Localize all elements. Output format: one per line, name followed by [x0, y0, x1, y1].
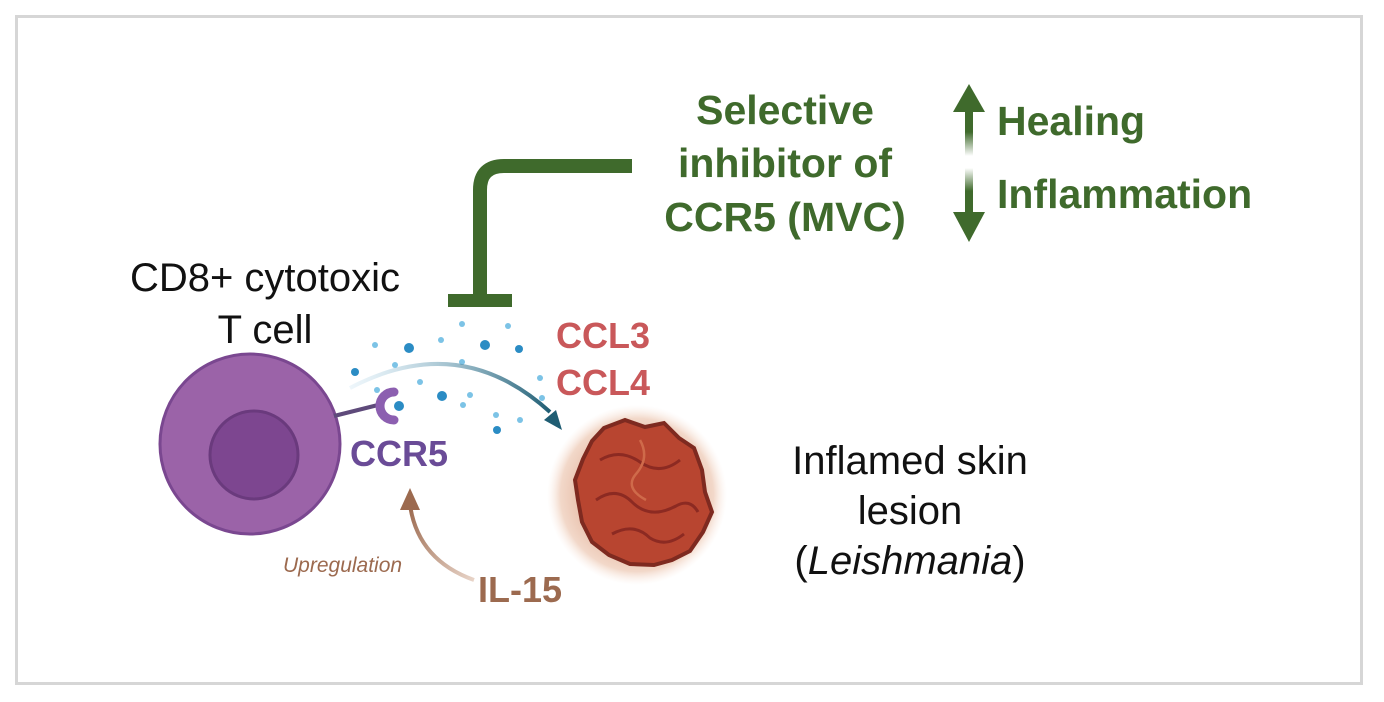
inhibitor-label-line3: CCR5 (MVC) [664, 193, 906, 240]
ccl4-label: CCL4 [556, 361, 651, 403]
t-cell-nucleus [208, 409, 300, 501]
lesion-label-line3: (Leishmania) [730, 536, 1090, 586]
lesion-paren-close: ) [1012, 539, 1026, 583]
ccl3-label: CCL3 [556, 315, 651, 356]
chemokine-particles [351, 321, 545, 434]
healing-label: Healing [997, 98, 1146, 144]
lesion-label: Inflamed skin lesion (Leishmania) [730, 436, 1090, 586]
chemokine-labels: CCL3 CCL4 [556, 313, 650, 407]
upregulation-arrow [400, 488, 475, 582]
lesion-label-line2: lesion [857, 489, 963, 533]
ccr5-receptor [333, 387, 404, 425]
chemokine-arrow [349, 362, 562, 430]
inhibition-bar [448, 294, 512, 307]
il15-label: IL-15 [478, 569, 563, 610]
lesion-paren-open: ( [794, 539, 808, 583]
increase-arrow [953, 84, 985, 156]
lesion-label-line1: Inflamed skin [792, 439, 1028, 483]
inhibitor-label-line2: inhibitor of [677, 140, 893, 187]
upregulation-label: Upregulation [283, 554, 403, 577]
t-cell [158, 352, 342, 536]
decrease-arrow [953, 168, 985, 242]
t-cell-label-line1: CD8+ cytotoxic [129, 256, 401, 300]
inhibitor-label: Selective inhibitor of CCR5 (MVC) [620, 84, 950, 244]
inflamed-lesion [547, 405, 727, 585]
figure-frame [15, 15, 1363, 685]
inflammation-label: Inflammation [997, 171, 1253, 217]
t-cell-label-line2: T cell [217, 308, 313, 352]
inhibitor-label-line1: Selective [696, 87, 874, 133]
t-cell-label: CD8+ cytotoxic T cell [95, 252, 435, 356]
inhibition-connector [448, 159, 632, 307]
ccr5-label: CCR5 [350, 433, 449, 474]
lesion-organism: Leishmania [807, 539, 1013, 583]
